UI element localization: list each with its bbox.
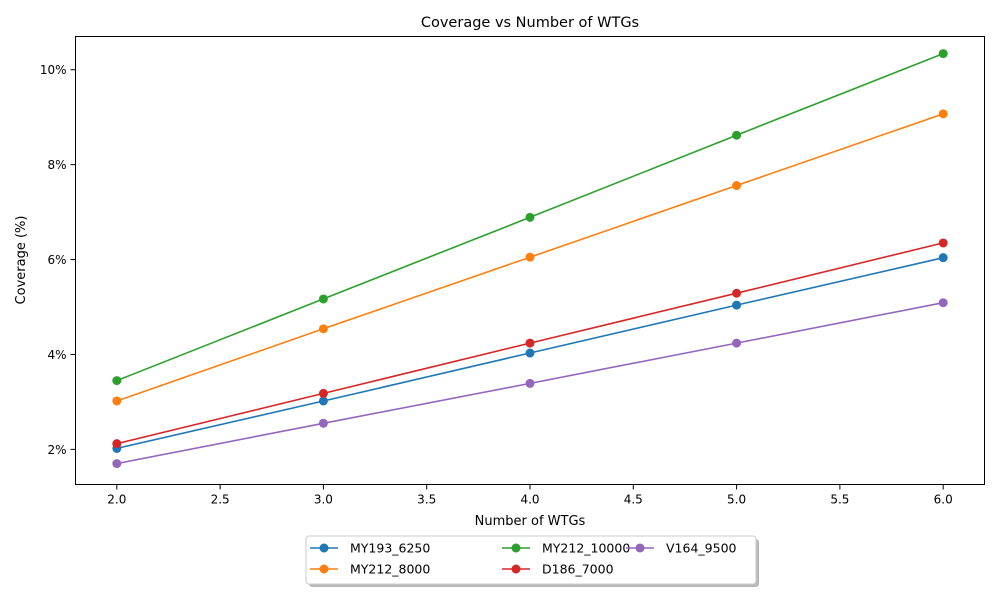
data-point — [112, 376, 122, 386]
y-axis-label: Coverage (%) — [14, 216, 29, 305]
data-point — [938, 298, 948, 308]
series-my193-6250 — [112, 253, 948, 453]
y-tick-label: 6% — [47, 253, 66, 267]
y-tick-label: 8% — [47, 158, 66, 172]
legend-marker — [511, 564, 521, 574]
legend-marker — [319, 564, 329, 574]
y-axis: 2% 4% 6% 8% 10% — [40, 63, 76, 457]
legend-entry: MY193_6250 — [310, 541, 430, 556]
series-my212-8000 — [112, 109, 948, 406]
chart-title: Coverage vs Number of WTGs — [421, 15, 639, 31]
data-point — [938, 238, 948, 248]
legend-label: MY212_10000 — [542, 541, 630, 556]
legend-label: MY212_8000 — [350, 562, 430, 577]
data-point — [525, 338, 535, 348]
data-point — [112, 396, 122, 406]
y-tick-label: 4% — [47, 348, 66, 362]
series-layer — [112, 49, 948, 469]
x-tick-label: 3.0 — [314, 493, 333, 507]
plot-frame — [75, 36, 985, 485]
x-axis: 2.0 2.5 3.0 3.5 4.0 4.5 5.0 5.5 6.0 — [107, 484, 953, 507]
x-tick-label: 5.0 — [727, 493, 746, 507]
data-point — [318, 396, 328, 406]
data-point — [732, 338, 742, 348]
legend-label: D186_7000 — [542, 562, 614, 577]
data-point — [938, 253, 948, 263]
x-tick-label: 2.0 — [107, 493, 126, 507]
x-tick-label: 6.0 — [934, 493, 953, 507]
legend-entry: V164_9500 — [626, 541, 737, 556]
series-v164-9500 — [112, 298, 948, 469]
data-point — [732, 300, 742, 310]
legend-marker — [319, 543, 329, 553]
y-tick-label: 2% — [47, 443, 66, 457]
data-point — [318, 418, 328, 428]
data-point — [525, 378, 535, 388]
data-point — [732, 181, 742, 191]
x-tick-label: 3.5 — [417, 493, 436, 507]
x-tick-label: 2.5 — [211, 493, 230, 507]
data-point — [318, 388, 328, 398]
data-point — [938, 49, 948, 59]
legend: MY193_6250 MY212_8000 MY212_10000 D186_7000… — [305, 535, 759, 587]
series-d186-7000 — [112, 238, 948, 449]
legend-label: V164_9500 — [666, 541, 737, 556]
y-tick-label: 10% — [40, 63, 67, 77]
data-point — [525, 252, 535, 262]
data-point — [112, 459, 122, 469]
data-point — [938, 109, 948, 119]
data-point — [318, 324, 328, 334]
legend-entry: MY212_10000 — [502, 541, 630, 556]
data-point — [732, 288, 742, 298]
legend-marker — [635, 543, 645, 553]
legend-marker — [511, 543, 521, 553]
data-point — [525, 348, 535, 358]
legend-entry: MY212_8000 — [310, 562, 430, 577]
x-tick-label: 4.5 — [624, 493, 643, 507]
data-point — [732, 130, 742, 140]
legend-entry: D186_7000 — [502, 562, 614, 577]
data-point — [112, 439, 122, 449]
x-tick-label: 5.5 — [830, 493, 849, 507]
x-axis-label: Number of WTGs — [475, 514, 586, 529]
x-tick-label: 4.0 — [520, 493, 539, 507]
legend-label: MY193_6250 — [350, 541, 430, 556]
data-point — [525, 212, 535, 222]
series-my212-10000 — [112, 49, 948, 386]
data-point — [318, 294, 328, 304]
